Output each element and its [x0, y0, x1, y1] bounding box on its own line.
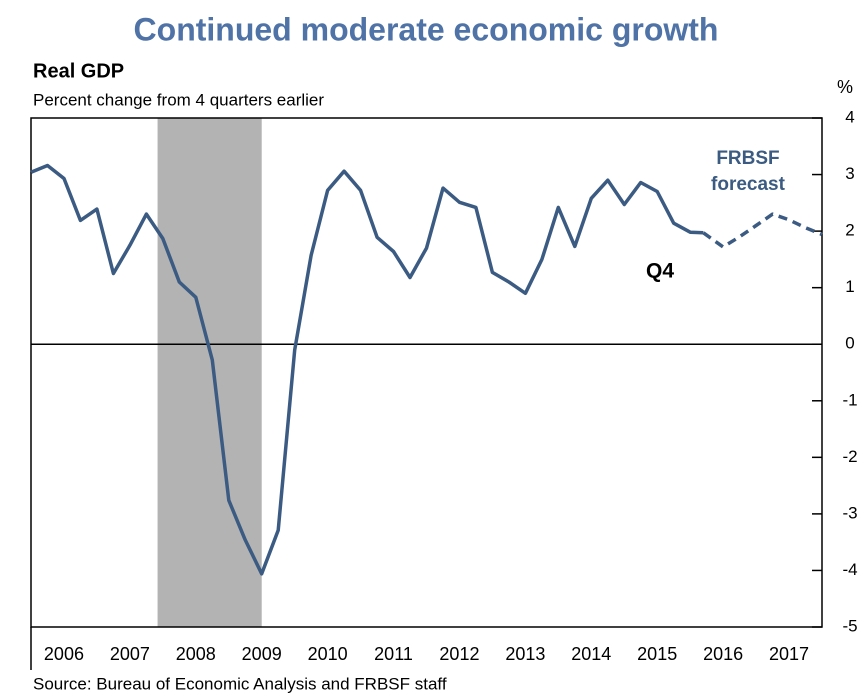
x-tick-label: 2013: [505, 644, 545, 664]
y-tick-label: -2: [842, 447, 857, 466]
x-tick-label: 2015: [637, 644, 677, 664]
series-line: [30, 163, 704, 576]
y-tick-label: 2: [845, 221, 854, 240]
x-tick-label: 2017: [769, 644, 809, 664]
annotation: forecast: [711, 174, 786, 195]
y-tick-label: 3: [845, 164, 854, 183]
x-tick-label: 2009: [242, 644, 282, 664]
y-tick-label: -4: [842, 560, 857, 579]
x-tick-label: 2011: [374, 644, 413, 664]
y-tick-label: 0: [845, 334, 854, 353]
chart-subtitle: Real GDP: [33, 60, 124, 82]
y-tick-label: -5: [842, 616, 857, 635]
y-tick-label: 1: [845, 277, 854, 296]
x-tick-label: 2007: [110, 644, 150, 664]
x-tick-label: 2014: [571, 644, 611, 664]
y-unit: %: [837, 77, 853, 97]
annotation: Q4: [646, 260, 674, 283]
x-tick-label: 2016: [703, 644, 743, 664]
x-tick-label: 2008: [176, 644, 216, 664]
y-tick-label: -1: [842, 390, 857, 409]
recession-band: [157, 118, 262, 627]
y-tick-label: 4: [845, 107, 854, 126]
y-tick-label: -3: [842, 503, 857, 522]
chart-title: Continued moderate economic growth: [134, 11, 719, 47]
x-tick-label: 2010: [308, 644, 348, 664]
annotation: FRBSF: [716, 148, 779, 169]
y-axis-label: Percent change from 4 quarters earlier: [33, 90, 324, 109]
x-tick-label: 2006: [44, 644, 84, 664]
source: Source: Bureau of Economic Analysis and …: [33, 674, 447, 693]
plot-frame: [30, 117, 823, 628]
x-tick-label: 2012: [439, 644, 479, 664]
